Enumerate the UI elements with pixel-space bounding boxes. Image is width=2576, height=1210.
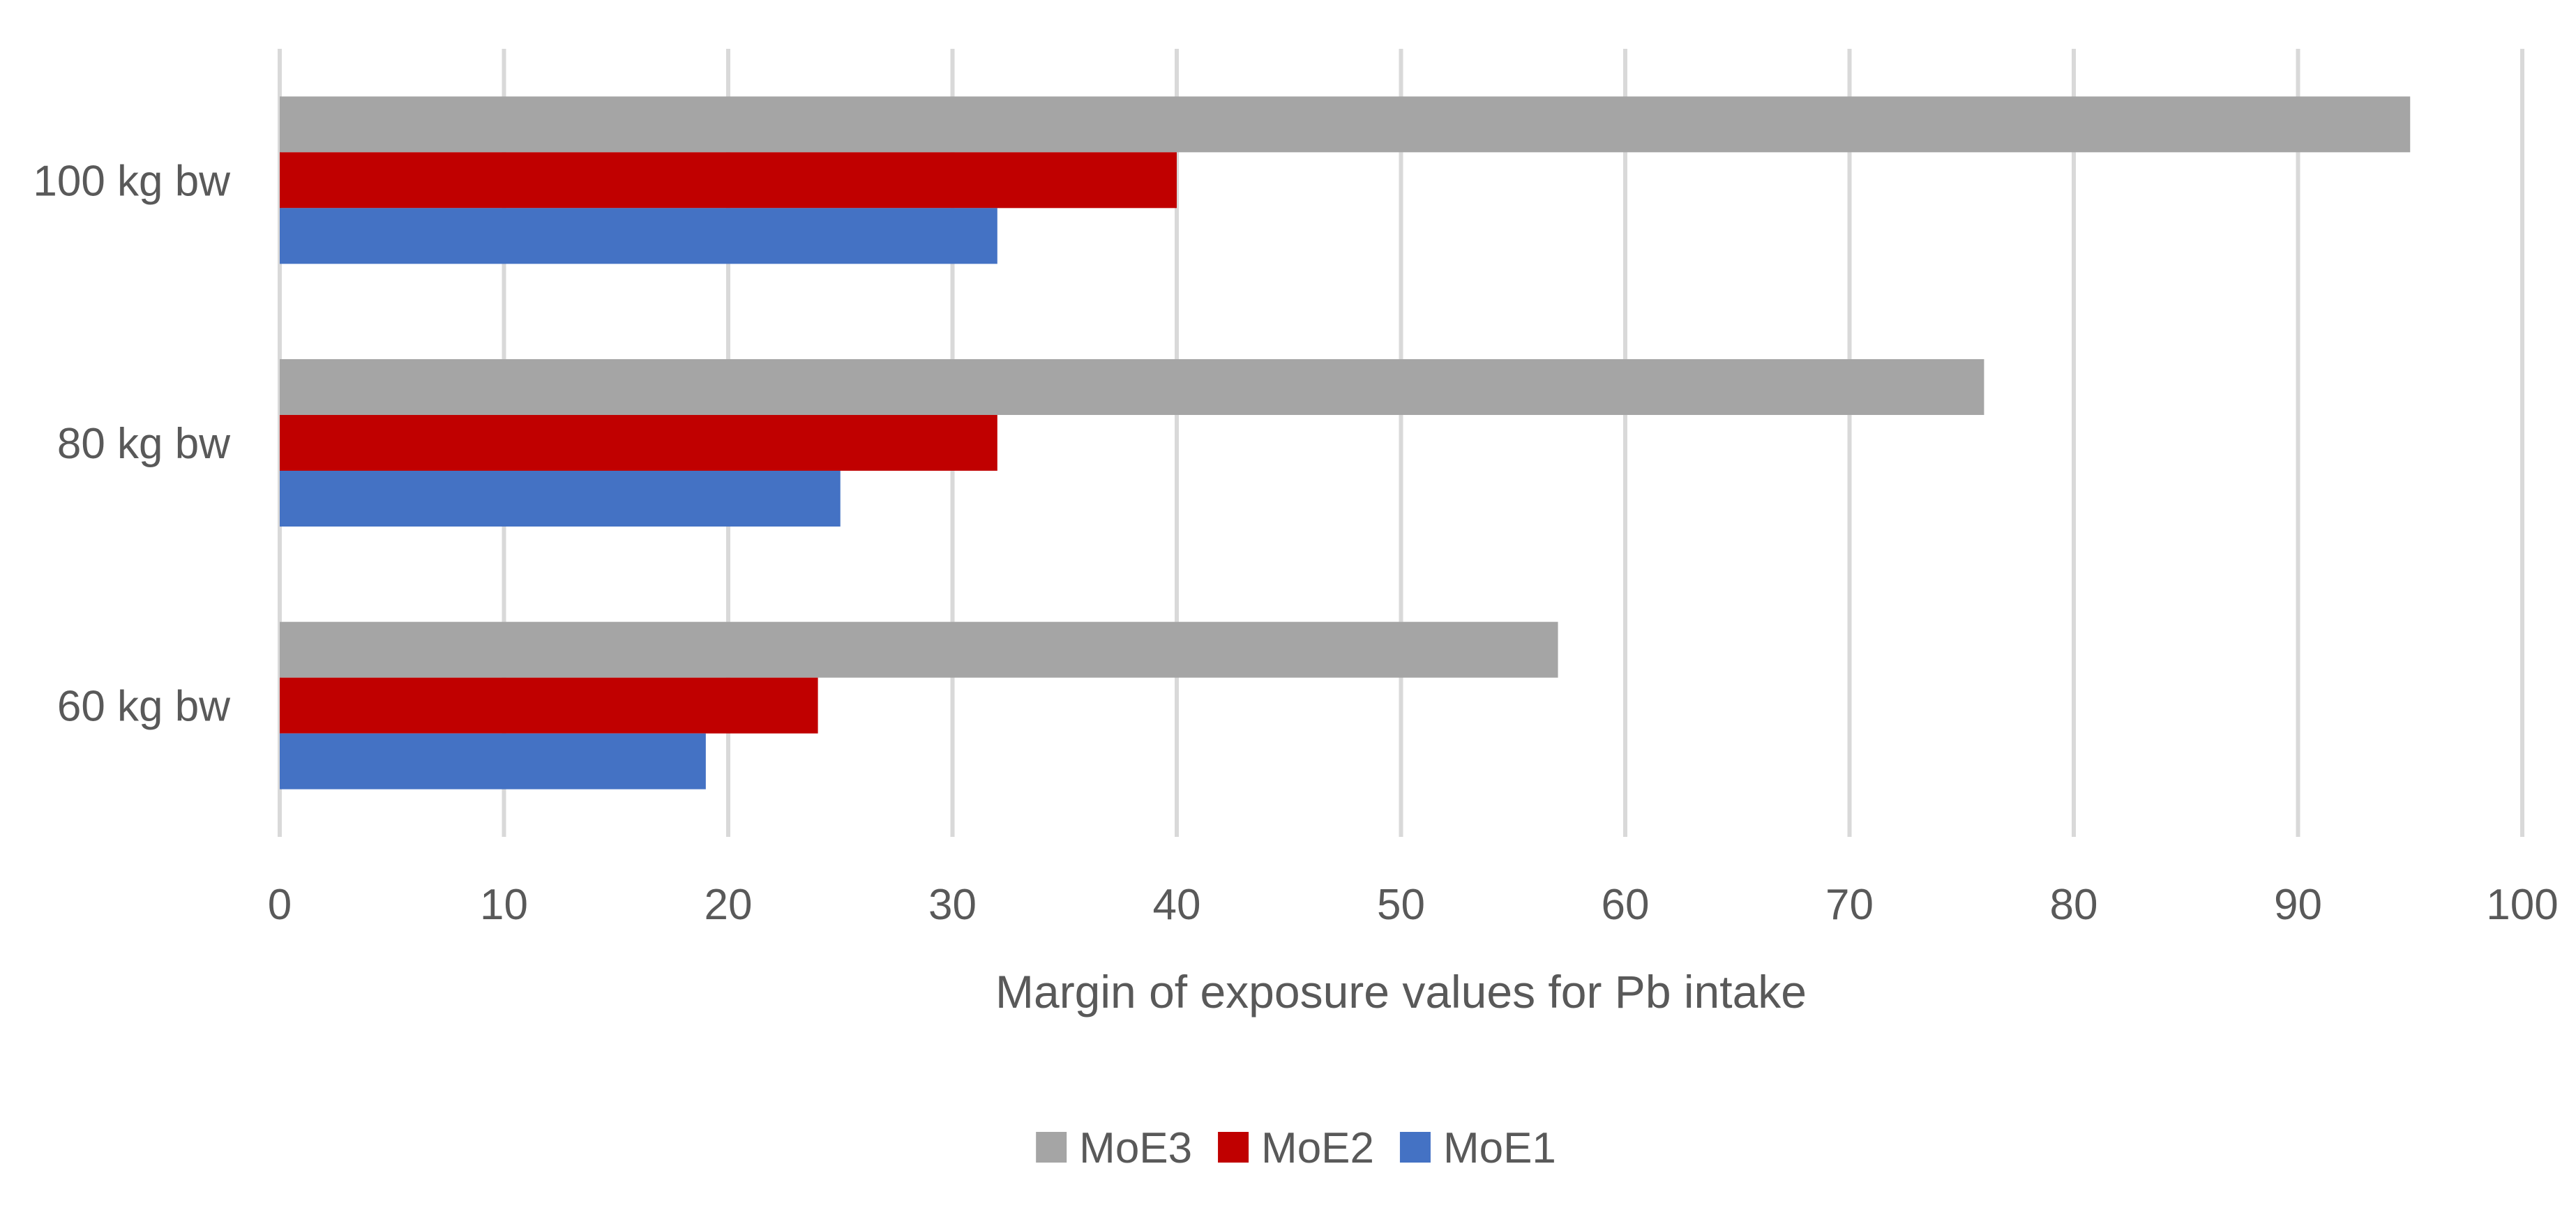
legend: MoE3 MoE2 MoE1 [1036, 1124, 1556, 1172]
x-tick-label: 90 [2274, 881, 2322, 929]
x-tick-label: 40 [1153, 881, 1201, 929]
x-tick-label: 20 [705, 881, 753, 929]
legend-label: MoE2 [1261, 1124, 1374, 1172]
x-axis-ticks: 0 10 20 30 40 50 60 70 80 90 100 [268, 881, 2559, 929]
legend-swatch [1399, 1132, 1431, 1163]
bar-moe1-100-kg-bw [280, 208, 997, 264]
bar-moe2-60-kg-bw [280, 677, 818, 734]
x-tick-label: 70 [1825, 881, 1874, 929]
bar-moe3-100-kg-bw [280, 96, 2411, 153]
bar-moe3-80-kg-bw [280, 359, 1984, 415]
y-tick-label: 60 kg bw [57, 683, 230, 731]
legend-label: MoE3 [1079, 1124, 1192, 1172]
y-tick-label: 80 kg bw [57, 420, 230, 468]
legend-swatch [1218, 1132, 1249, 1163]
x-tick-label: 10 [480, 881, 528, 929]
bar-moe1-80-kg-bw [280, 471, 841, 527]
bar-moe3-60-kg-bw [280, 621, 1558, 678]
y-tick-label: 100 kg bw [33, 157, 230, 205]
legend-item-moe2: MoE2 [1218, 1124, 1374, 1172]
legend-item-moe3: MoE3 [1036, 1124, 1192, 1172]
bar-moe2-80-kg-bw [280, 415, 997, 471]
y-axis-ticks: 60 kg bw 80 kg bw 100 kg bw [33, 157, 230, 730]
bars [280, 96, 2411, 789]
bar-moe1-60-kg-bw [280, 733, 706, 789]
x-tick-label: 50 [1377, 881, 1425, 929]
legend-item-moe1: MoE1 [1399, 1124, 1556, 1172]
x-tick-label: 100 [2486, 881, 2558, 929]
x-tick-label: 60 [1602, 881, 1650, 929]
x-axis-title: Margin of exposure values for Pb intake [995, 966, 1807, 1018]
x-tick-label: 30 [928, 881, 977, 929]
legend-swatch [1036, 1132, 1067, 1163]
x-tick-label: 0 [268, 881, 292, 929]
bar-moe2-100-kg-bw [280, 152, 1177, 209]
legend-label: MoE1 [1443, 1124, 1556, 1172]
x-tick-label: 80 [2050, 881, 2098, 929]
